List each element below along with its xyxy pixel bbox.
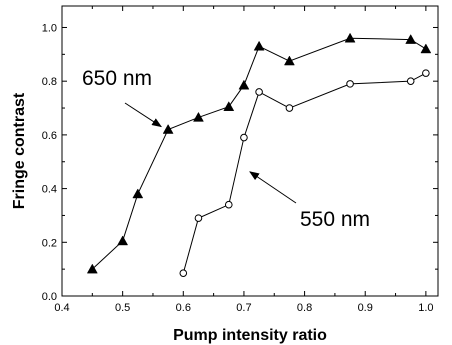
- plot-frame: [61, 5, 439, 297]
- x-tick-label: 0.7: [236, 302, 251, 314]
- x-tick-label: 0.4: [54, 302, 69, 314]
- series-line: [91, 37, 427, 270]
- data-point-triangle: [132, 188, 144, 199]
- data-point-circle: [255, 88, 263, 96]
- data-point-circle: [406, 77, 415, 85]
- annotation-label: 650 nm: [82, 67, 152, 90]
- annotations-group: 650 nm 550 nm: [82, 67, 370, 231]
- axes-group: 0.4 0.5 0.6 0.7 0.8 0.9 1.0 0.0 0.2 0.4 0.6 0.8 1.0: [42, 5, 439, 314]
- data-point-circle: [224, 200, 233, 209]
- x-tick-label: 0.5: [115, 302, 130, 314]
- y-tick-label: 1.0: [42, 22, 57, 34]
- series-group: [86, 32, 432, 277]
- y-tick-label: 0.0: [42, 291, 57, 303]
- x-tick-label: 1.0: [418, 302, 433, 314]
- annotation-arrow: [124, 102, 162, 128]
- data-point-triangle: [193, 111, 204, 122]
- data-point-triangle: [283, 55, 295, 66]
- y-tick-label: 0.6: [42, 130, 57, 142]
- x-tick-label: 0.6: [176, 302, 191, 314]
- annotation-arrow: [249, 171, 297, 204]
- data-point-circle: [240, 133, 248, 142]
- data-point-circle: [194, 214, 203, 222]
- y-tick-label: 0.8: [42, 76, 57, 88]
- data-point-triangle: [86, 263, 98, 274]
- y-tick-label: 0.4: [42, 184, 57, 196]
- x-axis-title: Pump intensity ratio: [173, 327, 327, 344]
- data-point-circle: [179, 269, 188, 277]
- data-point-triangle: [253, 40, 265, 51]
- data-point-triangle: [238, 79, 250, 90]
- data-point-triangle: [405, 34, 417, 44]
- data-point-circle: [285, 104, 294, 112]
- annotation-label: 550 nm: [300, 208, 370, 231]
- y-axis-title: Fringe contrast: [11, 92, 28, 209]
- x-tick-label: 0.8: [297, 302, 312, 314]
- data-point-triangle: [117, 235, 129, 246]
- x-tick-label: 0.9: [358, 302, 373, 314]
- series-line: [182, 72, 427, 274]
- data-point-circle: [422, 69, 430, 77]
- data-point-triangle: [420, 43, 432, 54]
- data-point-circle: [346, 80, 354, 88]
- data-point-triangle: [162, 124, 174, 134]
- data-point-triangle: [344, 32, 356, 43]
- data-point-triangle: [223, 101, 235, 111]
- y-tick-label: 0.2: [42, 237, 57, 249]
